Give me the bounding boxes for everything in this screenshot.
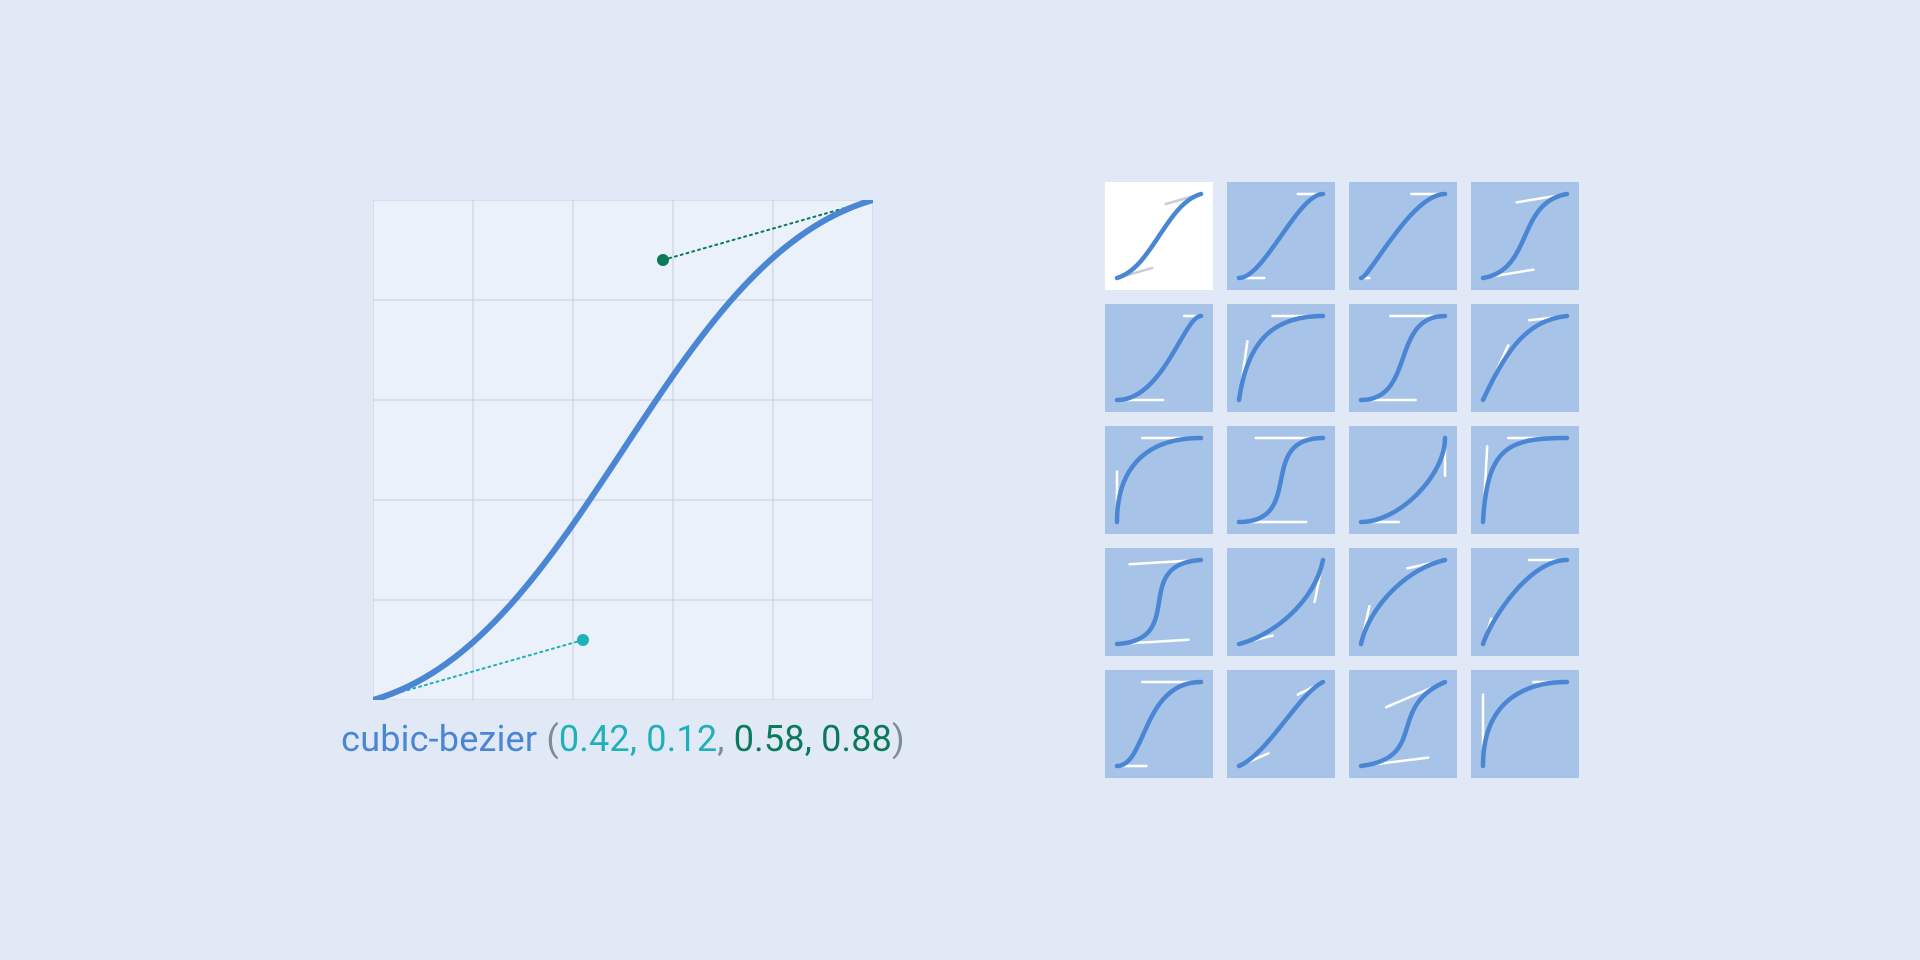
preset-swatch[interactable] (1349, 548, 1457, 656)
preset-swatch[interactable] (1105, 426, 1213, 534)
preset-swatch[interactable] (1349, 304, 1457, 412)
preset-swatch[interactable] (1349, 182, 1457, 290)
preset-swatch[interactable] (1471, 182, 1579, 290)
caption-open-paren: ( (537, 718, 559, 760)
preset-swatch[interactable] (1471, 548, 1579, 656)
preset-swatch[interactable] (1227, 426, 1335, 534)
preset-swatch[interactable] (1227, 670, 1335, 778)
caption-p1: 0.42, 0.12 (559, 718, 717, 760)
preset-swatch[interactable] (1349, 426, 1457, 534)
preset-swatch[interactable] (1105, 548, 1213, 656)
bezier-editor-illustration: cubic-bezier (0.42, 0.12, 0.58, 0.88) (0, 0, 1920, 960)
preset-swatch[interactable] (1105, 182, 1213, 290)
preset-swatch[interactable] (1227, 548, 1335, 656)
main-bezier-plot[interactable] (373, 200, 873, 700)
preset-grid (1105, 182, 1579, 778)
main-panel: cubic-bezier (0.42, 0.12, 0.58, 0.88) (341, 200, 905, 760)
preset-swatch[interactable] (1227, 304, 1335, 412)
caption-close-paren: ) (892, 718, 905, 760)
preset-swatch[interactable] (1471, 670, 1579, 778)
caption-fn: cubic-bezier (341, 718, 537, 760)
preset-swatch[interactable] (1349, 670, 1457, 778)
preset-swatch[interactable] (1105, 304, 1213, 412)
caption-sep: , (717, 718, 733, 760)
preset-swatch[interactable] (1227, 182, 1335, 290)
handle-p1[interactable] (577, 634, 589, 646)
caption-p2: 0.58, 0.88 (734, 718, 892, 760)
handle-p2[interactable] (657, 254, 669, 266)
preset-swatch[interactable] (1471, 304, 1579, 412)
preset-swatch[interactable] (1471, 426, 1579, 534)
bezier-caption: cubic-bezier (0.42, 0.12, 0.58, 0.88) (341, 718, 905, 760)
preset-swatch[interactable] (1105, 670, 1213, 778)
